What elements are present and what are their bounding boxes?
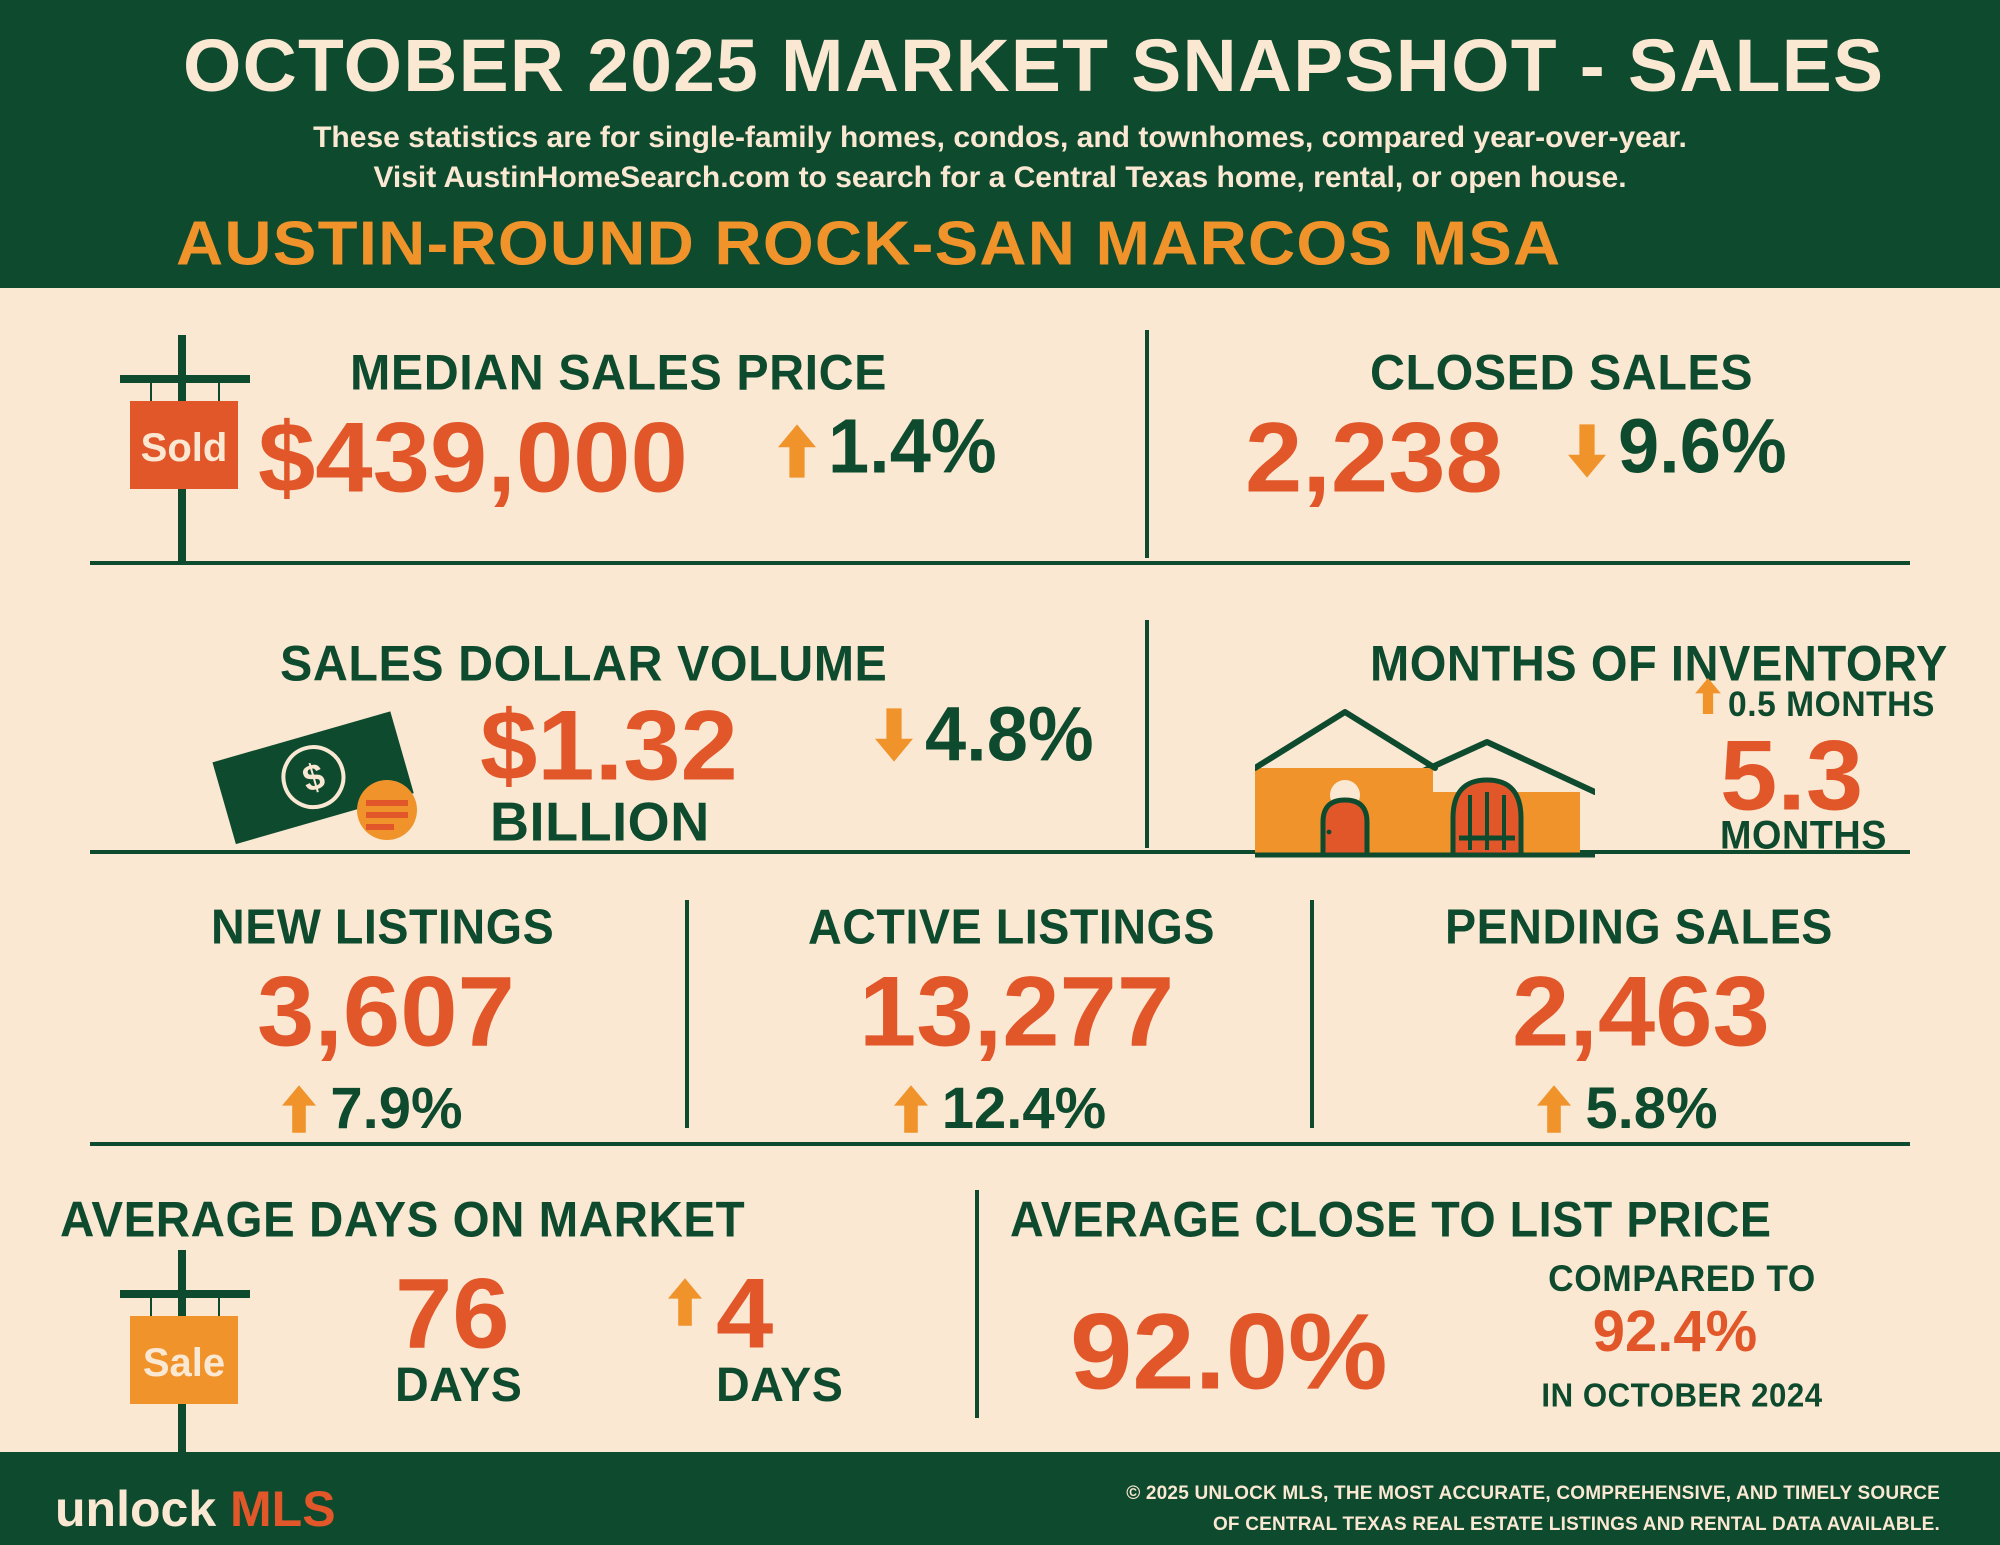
svg-text:Sale: Sale — [143, 1341, 225, 1385]
svg-text:Sold: Sold — [141, 426, 228, 470]
